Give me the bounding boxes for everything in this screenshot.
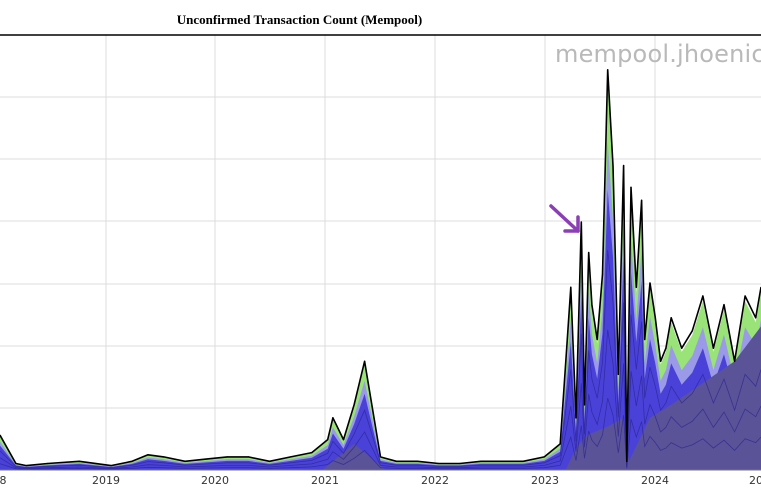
data-point (630, 186, 632, 188)
data-point (641, 199, 643, 201)
data-point (607, 69, 609, 71)
data-point (163, 456, 165, 458)
data-point (131, 460, 133, 462)
data-point (575, 417, 577, 419)
annotation-arrow-icon (549, 204, 580, 233)
x-tick-label: 20 (749, 474, 761, 487)
band-divider-line (0, 249, 761, 469)
data-point (290, 456, 292, 458)
data-point (342, 439, 345, 441)
data-point (588, 251, 590, 254)
data-point (47, 462, 49, 465)
data-point (226, 456, 228, 458)
x-tick-label: 2021 (311, 474, 339, 487)
data-point (617, 373, 619, 375)
data-point (591, 304, 593, 306)
area-band-dark (0, 326, 761, 470)
data-point (660, 360, 662, 362)
data-point (416, 460, 419, 462)
data-point (364, 360, 366, 362)
data-point (580, 221, 582, 223)
data-point (184, 460, 186, 462)
data-point (268, 460, 271, 462)
x-tick-label: 2023 (531, 474, 559, 487)
data-point (25, 465, 27, 467)
data-point (78, 460, 80, 462)
data-point (395, 460, 397, 462)
data-point (559, 443, 561, 445)
data-point (332, 417, 334, 419)
data-point (501, 460, 503, 462)
data-point (649, 282, 651, 284)
data-point (596, 338, 598, 341)
data-point (691, 330, 693, 332)
data-point (723, 304, 725, 306)
data-point (583, 404, 586, 406)
data-point (570, 286, 572, 288)
data-point (311, 452, 313, 454)
data-point (635, 286, 637, 288)
x-tick-label: 8 (0, 474, 7, 487)
series-outline (0, 69, 761, 467)
data-point (665, 347, 667, 349)
data-point (712, 347, 715, 349)
data-point (15, 462, 17, 465)
data-point (147, 454, 149, 456)
x-tick-label: 2019 (92, 474, 120, 487)
data-point (353, 404, 355, 406)
data-point (644, 338, 646, 341)
band-divider-line (0, 397, 761, 470)
data-point (626, 460, 628, 462)
data-point (755, 317, 757, 319)
data-point (744, 295, 746, 297)
chart-title: Unconfirmed Transaction Count (Mempool) (176, 12, 423, 27)
data-point (702, 295, 704, 297)
data-point (110, 465, 112, 467)
data-point (522, 460, 524, 462)
data-point (601, 273, 604, 275)
x-tick-label: 2022 (421, 474, 449, 487)
watermark-text: mempool.jhoenicke (555, 40, 761, 68)
band-divider-line (0, 329, 761, 469)
area-band-blue (0, 189, 761, 470)
data-point (734, 360, 736, 362)
data-point (543, 456, 545, 458)
data-point (459, 462, 461, 465)
data-point (205, 458, 207, 460)
data-point (623, 164, 625, 167)
data-point (654, 317, 656, 319)
data-point (438, 462, 440, 465)
data-point (327, 439, 329, 441)
data-point (480, 460, 482, 462)
data-point (681, 347, 683, 349)
data-point (670, 317, 672, 319)
data-point (379, 456, 382, 458)
data-point (0, 434, 1, 436)
data-point (612, 164, 614, 167)
x-tick-label: 2024 (641, 474, 669, 487)
x-tick-label: 2020 (201, 474, 229, 487)
data-point (247, 456, 249, 458)
